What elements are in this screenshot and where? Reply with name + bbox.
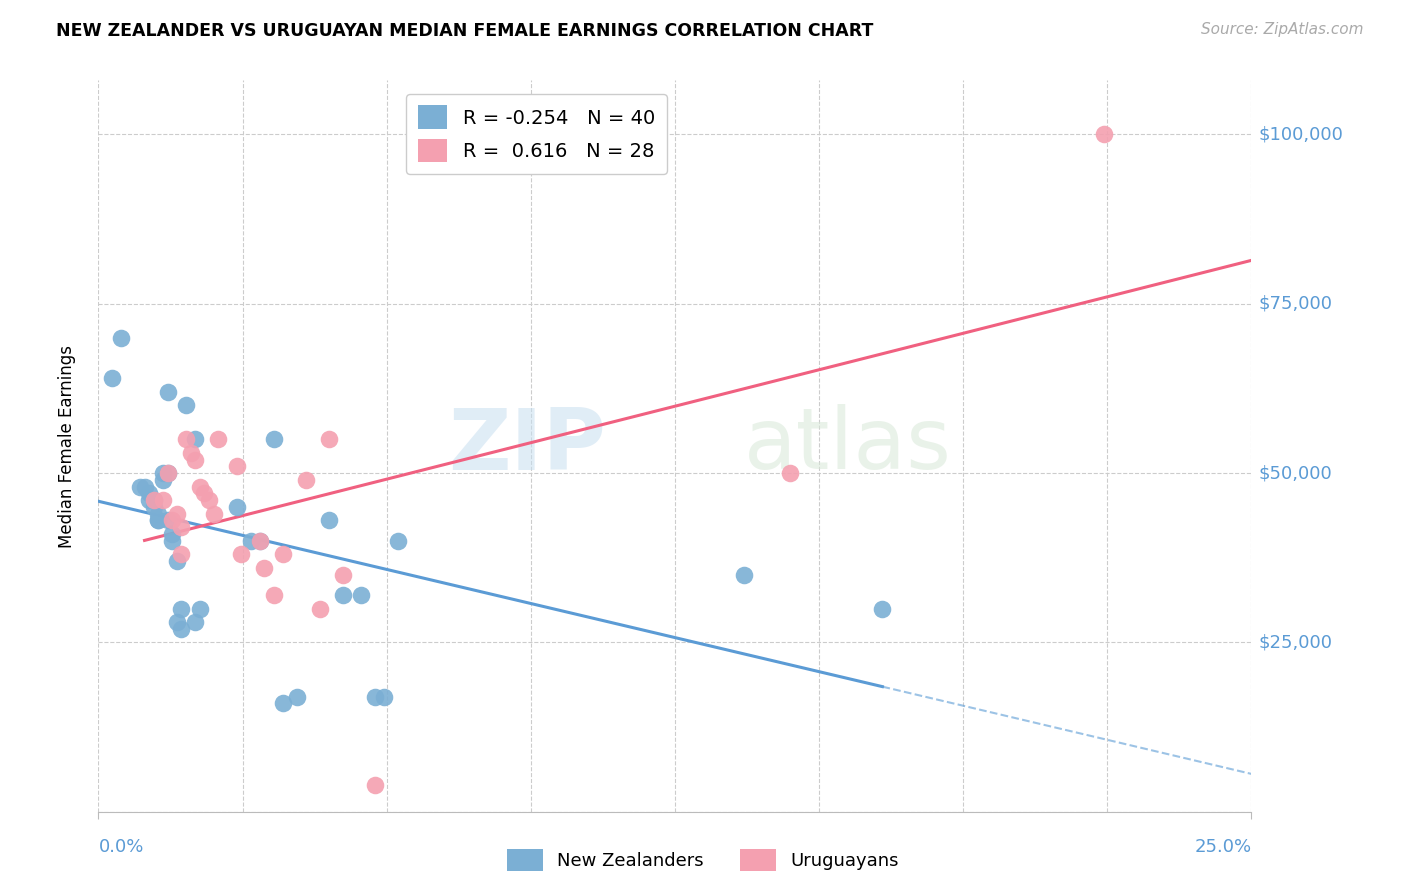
Point [148,507,170,521]
Point [110,331,132,345]
Point [142,500,165,514]
Point [152,493,174,508]
Text: $75,000: $75,000 [1258,294,1333,313]
Point [332,567,354,582]
Point [148,514,170,528]
Point [239,533,262,548]
Point [225,500,247,514]
Point [156,466,179,480]
Point [152,473,174,487]
Legend: New Zealanders, Uruguayans: New Zealanders, Uruguayans [499,842,907,879]
Text: $100,000: $100,000 [1258,126,1343,144]
Point [180,446,202,460]
Point [271,697,294,711]
Text: Source: ZipAtlas.com: Source: ZipAtlas.com [1201,22,1364,37]
Point [170,622,193,636]
Text: $50,000: $50,000 [1258,464,1331,482]
Point [174,432,197,446]
Point [271,547,294,561]
Point [166,507,188,521]
Point [148,514,170,528]
Point [202,507,225,521]
Point [364,690,387,704]
Point [184,432,207,446]
Point [263,432,285,446]
Point [364,778,387,792]
Point [129,480,152,494]
Point [134,480,156,494]
Point [170,601,193,615]
Point [156,466,179,480]
Point [263,588,285,602]
Point [249,533,271,548]
Point [207,432,229,446]
Point [156,514,179,528]
Point [198,493,221,508]
Point [332,588,354,602]
Text: 0.0%: 0.0% [98,838,143,856]
Point [138,486,160,500]
Text: 25.0%: 25.0% [1194,838,1251,856]
Point [184,615,207,629]
Point [318,514,340,528]
Point [142,493,165,508]
Point [156,384,179,399]
Point [160,533,183,548]
Point [308,601,330,615]
Point [295,473,318,487]
Point [101,371,124,385]
Point [253,561,276,575]
Point [152,466,174,480]
Point [170,547,193,561]
Point [1092,128,1115,142]
Text: atlas: atlas [744,404,952,488]
Point [318,432,340,446]
Point [779,466,801,480]
Point [166,615,188,629]
Point [249,533,271,548]
Text: NEW ZEALANDER VS URUGUAYAN MEDIAN FEMALE EARNINGS CORRELATION CHART: NEW ZEALANDER VS URUGUAYAN MEDIAN FEMALE… [56,22,873,40]
Point [387,533,409,548]
Point [142,493,165,508]
Point [193,486,215,500]
Point [285,690,308,704]
Text: ZIP: ZIP [449,404,606,488]
Point [138,493,160,508]
Y-axis label: Median Female Earnings: Median Female Earnings [58,344,76,548]
Point [170,520,193,534]
Text: $25,000: $25,000 [1258,633,1333,651]
Point [872,601,894,615]
Point [160,527,183,541]
Point [231,547,253,561]
Point [225,459,247,474]
Point [188,601,211,615]
Point [174,398,197,412]
Point [184,452,207,467]
Point [166,554,188,568]
Point [733,567,755,582]
Point [373,690,395,704]
Point [350,588,373,602]
Legend: R = -0.254   N = 40, R =  0.616   N = 28: R = -0.254 N = 40, R = 0.616 N = 28 [406,94,666,174]
Point [188,480,211,494]
Point [160,514,183,528]
